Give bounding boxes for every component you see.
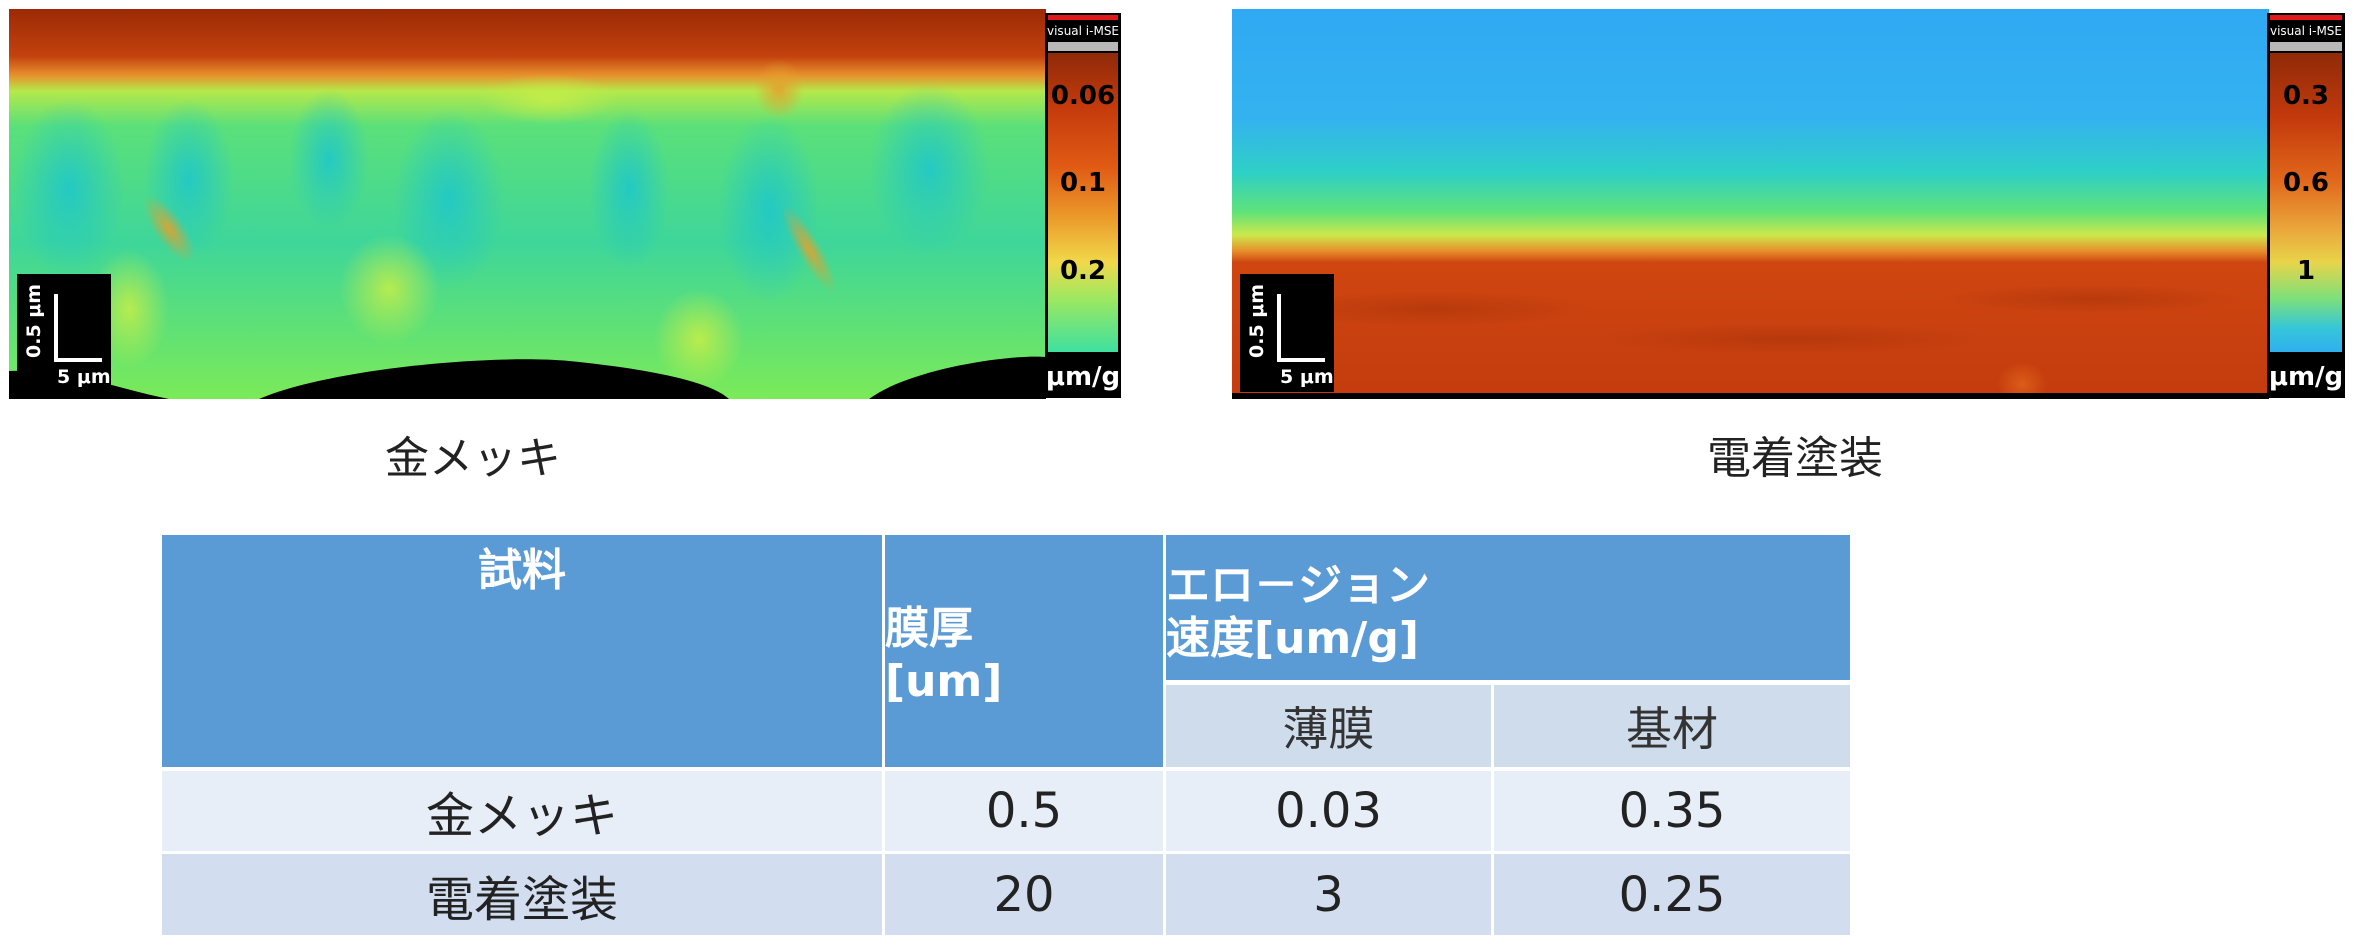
scale-bar-horizontal-line <box>1277 358 1325 362</box>
cell-text: 0.03 <box>1275 783 1382 839</box>
scale-bar-horizontal-label: 5 μm <box>57 366 111 388</box>
colorbar-tick: 0.06 <box>1045 81 1121 111</box>
header-film: 薄膜 <box>1166 685 1491 767</box>
header-erosion-line1: エロ－ジョン <box>1166 560 1430 613</box>
right-map-image <box>1232 9 2269 399</box>
header-sample: 試料 <box>162 535 882 767</box>
colorbar-red-line <box>1048 15 1118 20</box>
scale-bar-vertical-label: 0.5 μm <box>23 284 45 358</box>
cell-text: 3 <box>1313 867 1344 923</box>
left-erosion-map: 0.5 μm 5 μm <box>9 9 1046 399</box>
cell-text: 0.5 <box>986 783 1062 839</box>
table-cell-thickness: 20 <box>885 854 1163 935</box>
table-cell-sample: 金メッキ <box>162 771 882 851</box>
colorbar-red-line <box>2270 15 2342 20</box>
colorbar-grey-band <box>2270 42 2342 51</box>
scale-bar-horizontal-label: 5 μm <box>1280 366 1334 388</box>
colorbar-brand-text: visual i-MSE <box>1047 24 1119 38</box>
colorbar-grey-band <box>1048 42 1118 51</box>
right-colorbar: visual i-MSE 0.3 0.6 1 μm/g <box>2267 13 2345 398</box>
colorbar-tick: 0.1 <box>1045 168 1121 198</box>
colorbar-tick: 1 <box>2267 256 2345 286</box>
cell-text: 金メッキ <box>426 776 618 846</box>
header-erosion-rate: エロ－ジョン 速度[um/g] <box>1166 535 1850 680</box>
scale-bar-vertical-label: 0.5 μm <box>1246 284 1268 358</box>
left-colorbar: visual i-MSE 0.06 0.1 0.2 μm/g <box>1045 13 1121 398</box>
colorbar-unit: μm/g <box>1045 362 1121 392</box>
table-cell-thickness: 0.5 <box>885 771 1163 851</box>
header-thickness-line1: 膜厚 <box>885 603 973 656</box>
colorbar-brand: visual i-MSE <box>1045 13 1121 53</box>
left-erosion-panel: 0.5 μm 5 μm visual i-MSE 0.06 0.1 0.2 μm… <box>0 0 1130 480</box>
colorbar-brand: visual i-MSE <box>2267 13 2345 53</box>
colorbar-tick: 0.2 <box>1045 256 1121 286</box>
header-substrate-label: 基材 <box>1626 693 1718 759</box>
header-sample-label: 試料 <box>478 545 566 598</box>
table-cell-sample: 電着塗装 <box>162 854 882 935</box>
header-thickness-line2: [um] <box>885 656 1002 709</box>
cell-text: 0.35 <box>1619 783 1726 839</box>
colorbar-brand-text: visual i-MSE <box>2269 24 2343 38</box>
scale-bar-vertical-line <box>1277 294 1281 362</box>
cell-text: 20 <box>993 867 1054 923</box>
left-map-image <box>9 9 1046 399</box>
scale-bar-vertical-line <box>54 294 58 362</box>
table-cell-substrate: 0.35 <box>1494 771 1850 851</box>
erosion-rate-table: 試料 膜厚 [um] エロ－ジョン 速度[um/g] 薄膜 基材 金メッキ 0.… <box>162 535 1850 935</box>
header-film-label: 薄膜 <box>1283 693 1375 759</box>
table-cell-film: 3 <box>1166 854 1491 935</box>
header-substrate: 基材 <box>1494 685 1850 767</box>
header-erosion-line2: 速度[um/g] <box>1166 613 1419 666</box>
header-thickness: 膜厚 [um] <box>885 535 1163 767</box>
right-caption: 電着塗装 <box>1707 422 1883 486</box>
cell-text: 電着塗装 <box>426 860 618 930</box>
table-cell-film: 0.03 <box>1166 771 1491 851</box>
left-caption: 金メッキ <box>385 422 561 486</box>
colorbar-tick: 0.3 <box>2267 81 2345 111</box>
table-cell-substrate: 0.25 <box>1494 854 1850 935</box>
right-erosion-panel: 0.5 μm 5 μm visual i-MSE 0.3 0.6 1 μm/g … <box>1220 0 2350 480</box>
scale-bar: 0.5 μm 5 μm <box>1240 274 1334 392</box>
cell-text: 0.25 <box>1619 867 1726 923</box>
colorbar-unit: μm/g <box>2267 362 2345 392</box>
scale-bar-horizontal-line <box>54 358 102 362</box>
scale-bar: 0.5 μm 5 μm <box>17 274 111 392</box>
right-erosion-map: 0.5 μm 5 μm <box>1232 9 2269 399</box>
colorbar-tick: 0.6 <box>2267 168 2345 198</box>
